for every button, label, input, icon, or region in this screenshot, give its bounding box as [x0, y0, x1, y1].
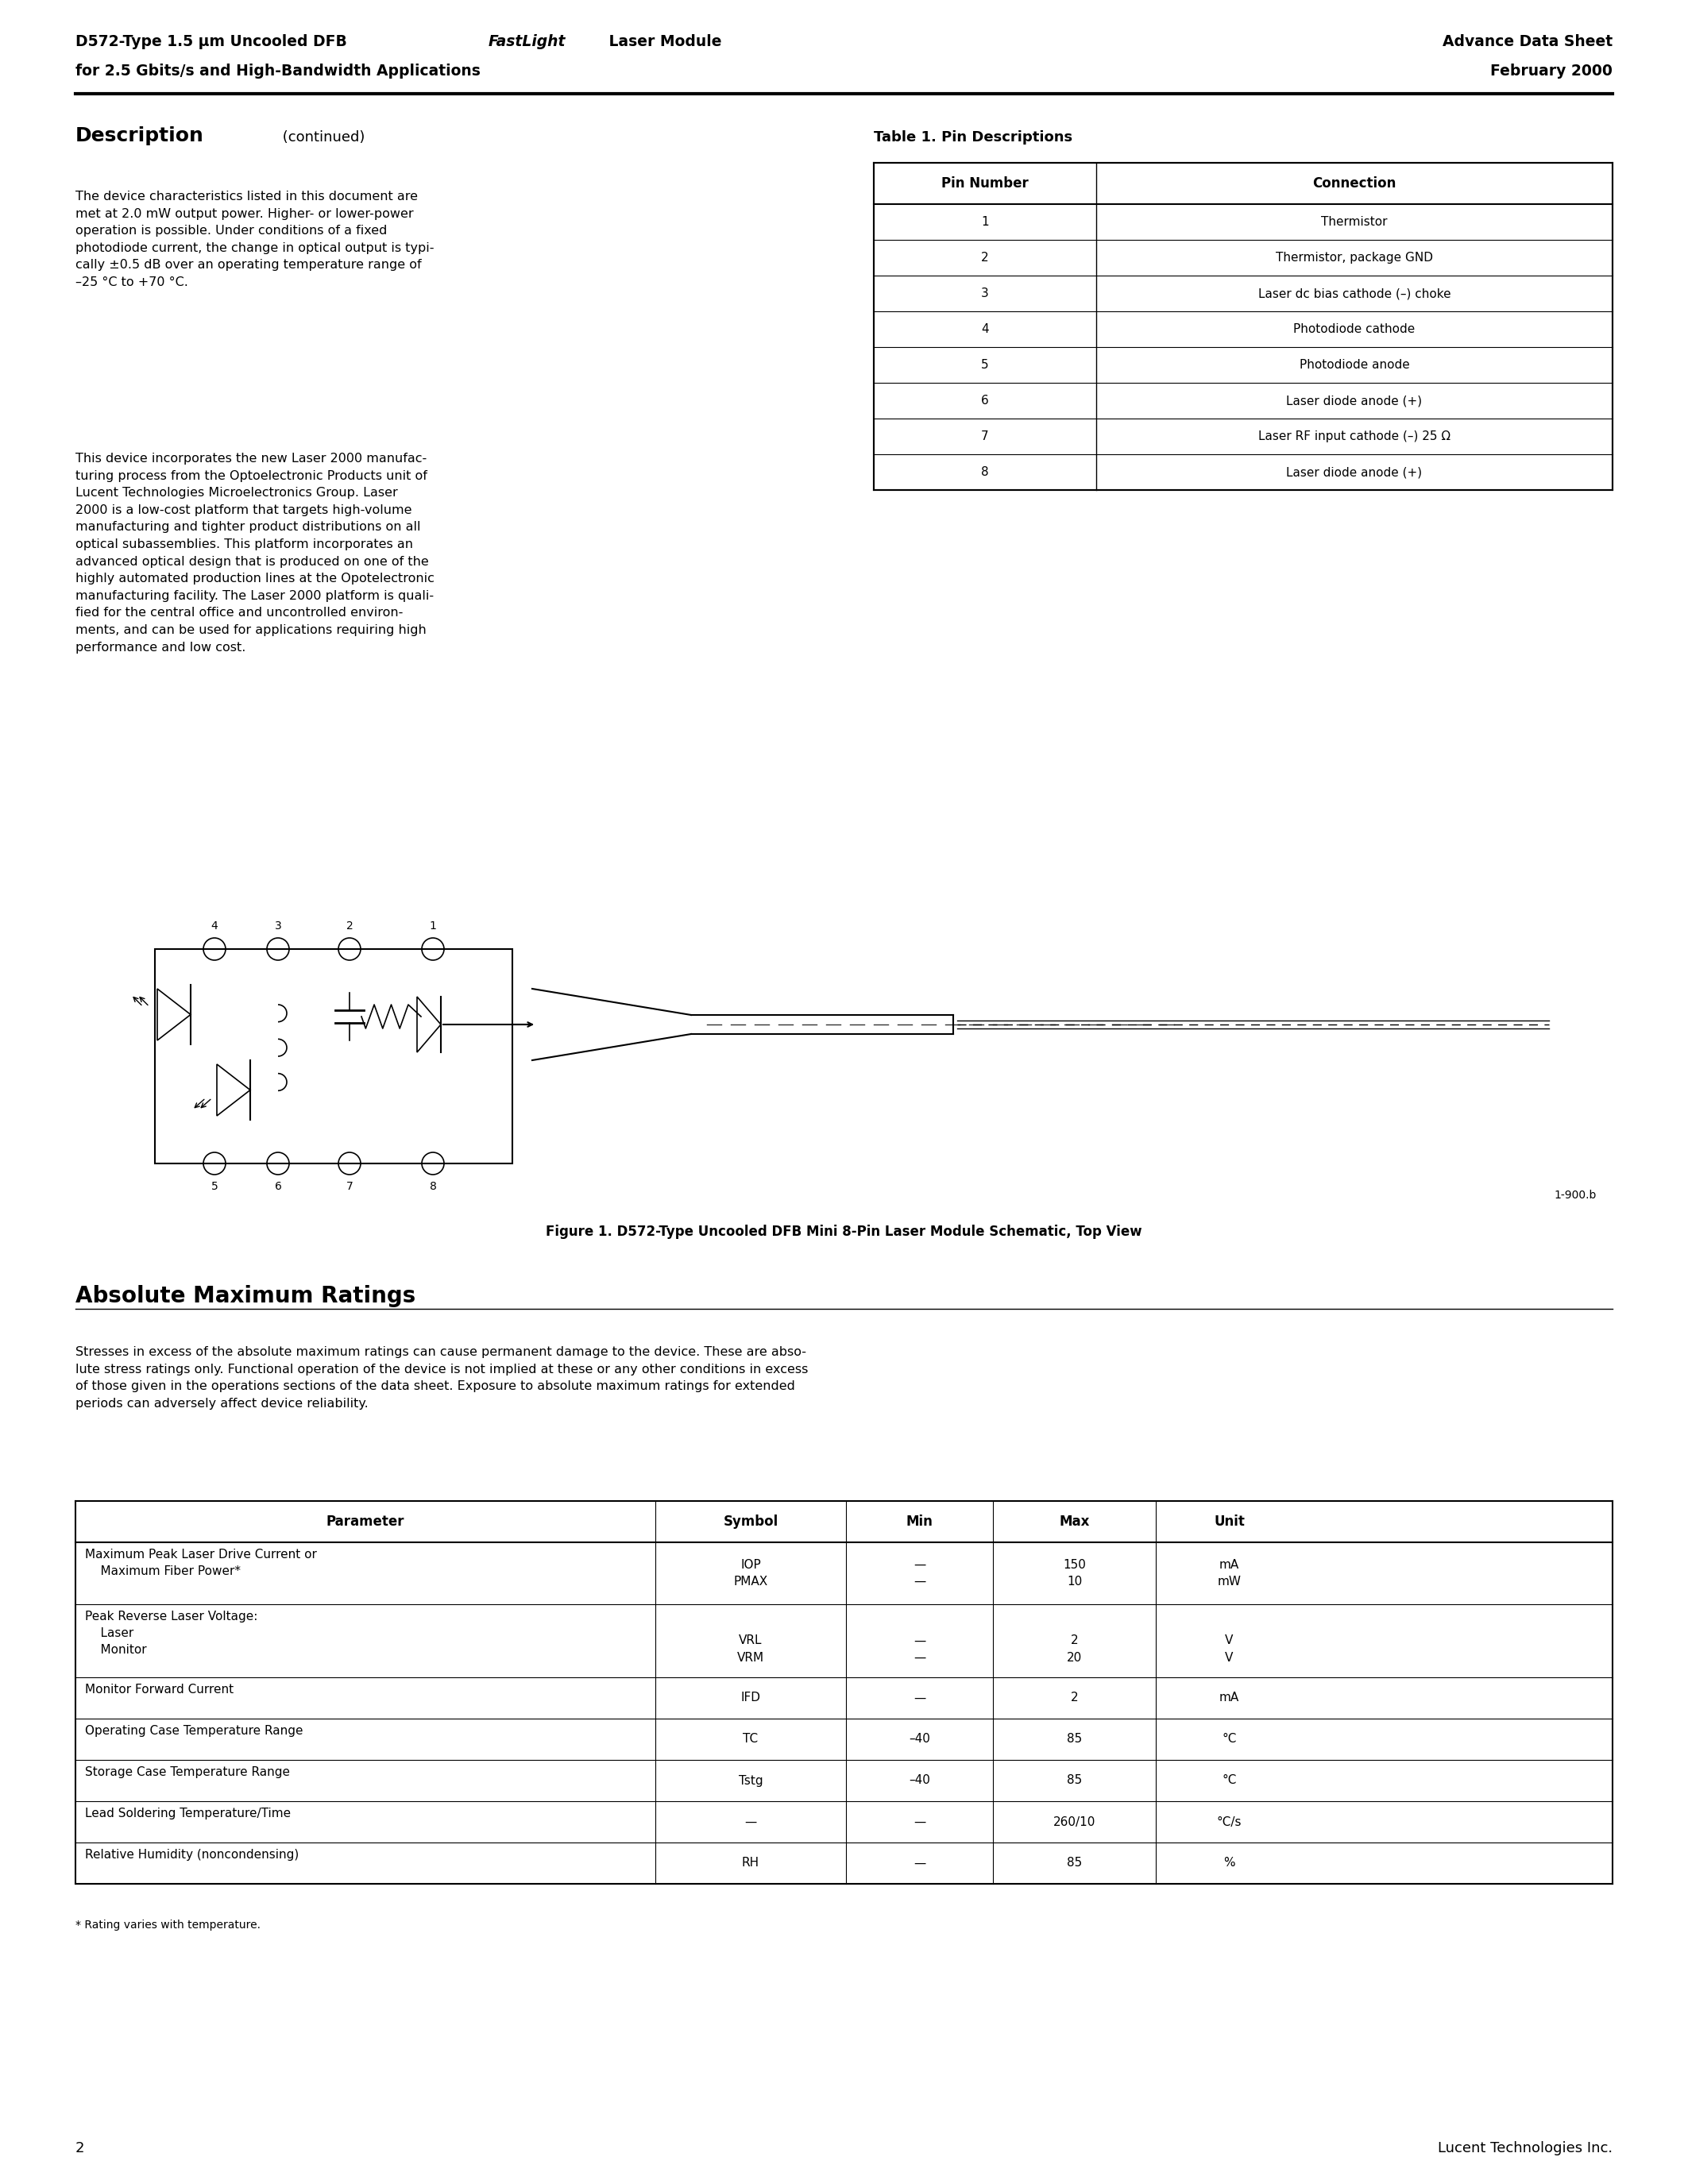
Text: 85: 85	[1067, 1856, 1082, 1870]
Text: Tstg: Tstg	[739, 1776, 763, 1787]
Text: Connection: Connection	[1313, 177, 1396, 190]
Text: Storage Case Temperature Range: Storage Case Temperature Range	[84, 1767, 290, 1778]
Text: Table 1. Pin Descriptions: Table 1. Pin Descriptions	[874, 131, 1072, 144]
Text: Operating Case Temperature Range: Operating Case Temperature Range	[84, 1725, 304, 1736]
Text: 8: 8	[981, 465, 989, 478]
Text: February 2000: February 2000	[1491, 63, 1612, 79]
Text: 260/10: 260/10	[1053, 1815, 1096, 1828]
Text: Figure 1. D572-Type Uncooled DFB Mini 8-Pin Laser Module Schematic, Top View: Figure 1. D572-Type Uncooled DFB Mini 8-…	[545, 1225, 1143, 1238]
Text: 1: 1	[429, 919, 437, 933]
Text: IFD: IFD	[741, 1693, 761, 1704]
Text: %: %	[1224, 1856, 1236, 1870]
Text: 1: 1	[981, 216, 989, 227]
Text: for 2.5 Gbits/s and High-Bandwidth Applications: for 2.5 Gbits/s and High-Bandwidth Appli…	[76, 63, 481, 79]
Text: Laser diode anode (+): Laser diode anode (+)	[1286, 395, 1423, 406]
Text: 2: 2	[981, 251, 989, 264]
Text: 4: 4	[981, 323, 989, 334]
Text: 2: 2	[346, 919, 353, 933]
Text: Photodiode cathode: Photodiode cathode	[1293, 323, 1415, 334]
Text: —: —	[913, 1856, 925, 1870]
Text: 7: 7	[981, 430, 989, 443]
Text: —
—: — —	[913, 1559, 925, 1588]
Text: Laser RF input cathode (–) 25 Ω: Laser RF input cathode (–) 25 Ω	[1258, 430, 1450, 443]
Bar	[155, 950, 513, 1164]
Text: TC: TC	[743, 1734, 758, 1745]
Text: Max: Max	[1058, 1514, 1090, 1529]
Bar	[874, 164, 1612, 489]
Text: 1-900.b: 1-900.b	[1555, 1190, 1597, 1201]
Text: Pin Number: Pin Number	[942, 177, 1028, 190]
Text: D572-Type 1.5 μm Uncooled DFB: D572-Type 1.5 μm Uncooled DFB	[76, 35, 353, 50]
Text: 5: 5	[981, 358, 989, 371]
Text: Description: Description	[76, 127, 204, 146]
Text: 3: 3	[275, 919, 282, 933]
Text: Maximum Peak Laser Drive Current or
    Maximum Fiber Power*: Maximum Peak Laser Drive Current or Maxi…	[84, 1548, 317, 1577]
Text: Monitor Forward Current: Monitor Forward Current	[84, 1684, 233, 1695]
Text: 6: 6	[981, 395, 989, 406]
Text: 7: 7	[346, 1182, 353, 1192]
Text: °C: °C	[1222, 1734, 1237, 1745]
Text: Min: Min	[906, 1514, 933, 1529]
Text: 4: 4	[211, 919, 218, 933]
Text: —: —	[744, 1815, 756, 1828]
Text: 6: 6	[275, 1182, 282, 1192]
Text: * Rating varies with temperature.: * Rating varies with temperature.	[76, 1920, 260, 1931]
Text: Unit: Unit	[1214, 1514, 1244, 1529]
Text: 150
10: 150 10	[1063, 1559, 1085, 1588]
Text: The device characteristics listed in this document are
met at 2.0 mW output powe: The device characteristics listed in thi…	[76, 190, 434, 288]
Text: Peak Reverse Laser Voltage:
    Laser
    Monitor: Peak Reverse Laser Voltage: Laser Monito…	[84, 1610, 258, 1655]
Text: °C/s: °C/s	[1217, 1815, 1242, 1828]
Text: VRL
VRM: VRL VRM	[738, 1618, 765, 1664]
Text: Thermistor, package GND: Thermistor, package GND	[1276, 251, 1433, 264]
Text: Lead Soldering Temperature/Time: Lead Soldering Temperature/Time	[84, 1808, 290, 1819]
Text: 85: 85	[1067, 1776, 1082, 1787]
Text: —
—: — —	[913, 1618, 925, 1664]
Text: Thermistor: Thermistor	[1322, 216, 1388, 227]
Text: This device incorporates the new Laser 2000 manufac-
turing process from the Opt: This device incorporates the new Laser 2…	[76, 452, 434, 653]
Text: Absolute Maximum Ratings: Absolute Maximum Ratings	[76, 1284, 415, 1308]
Text: Symbol: Symbol	[722, 1514, 778, 1529]
Text: —: —	[913, 1693, 925, 1704]
Text: (continued): (continued)	[279, 131, 365, 144]
Text: Laser diode anode (+): Laser diode anode (+)	[1286, 465, 1423, 478]
Text: Parameter: Parameter	[326, 1514, 405, 1529]
Text: –40: –40	[908, 1776, 930, 1787]
Text: —: —	[913, 1815, 925, 1828]
Text: Photodiode anode: Photodiode anode	[1300, 358, 1409, 371]
Text: mA
mW: mA mW	[1217, 1559, 1241, 1588]
Text: Lucent Technologies Inc.: Lucent Technologies Inc.	[1438, 2140, 1612, 2156]
Text: 85: 85	[1067, 1734, 1082, 1745]
Text: 5: 5	[211, 1182, 218, 1192]
Text: –40: –40	[908, 1734, 930, 1745]
Text: mA: mA	[1219, 1693, 1239, 1704]
Text: °C: °C	[1222, 1776, 1237, 1787]
Text: 2: 2	[1070, 1693, 1079, 1704]
Text: 8: 8	[429, 1182, 437, 1192]
Text: IOP
PMAX: IOP PMAX	[734, 1559, 768, 1588]
Text: Relative Humidity (noncondensing): Relative Humidity (noncondensing)	[84, 1850, 299, 1861]
Text: Laser dc bias cathode (–) choke: Laser dc bias cathode (–) choke	[1258, 288, 1450, 299]
Text: 2: 2	[76, 2140, 84, 2156]
Text: FastLight: FastLight	[488, 35, 565, 50]
Text: Laser Module: Laser Module	[604, 35, 722, 50]
Text: 2
20: 2 20	[1067, 1618, 1082, 1664]
Text: V
V: V V	[1225, 1618, 1234, 1664]
Text: Stresses in excess of the absolute maximum ratings can cause permanent damage to: Stresses in excess of the absolute maxim…	[76, 1345, 809, 1409]
Text: 3: 3	[981, 288, 989, 299]
Text: RH: RH	[743, 1856, 760, 1870]
Text: Advance Data Sheet: Advance Data Sheet	[1443, 35, 1612, 50]
